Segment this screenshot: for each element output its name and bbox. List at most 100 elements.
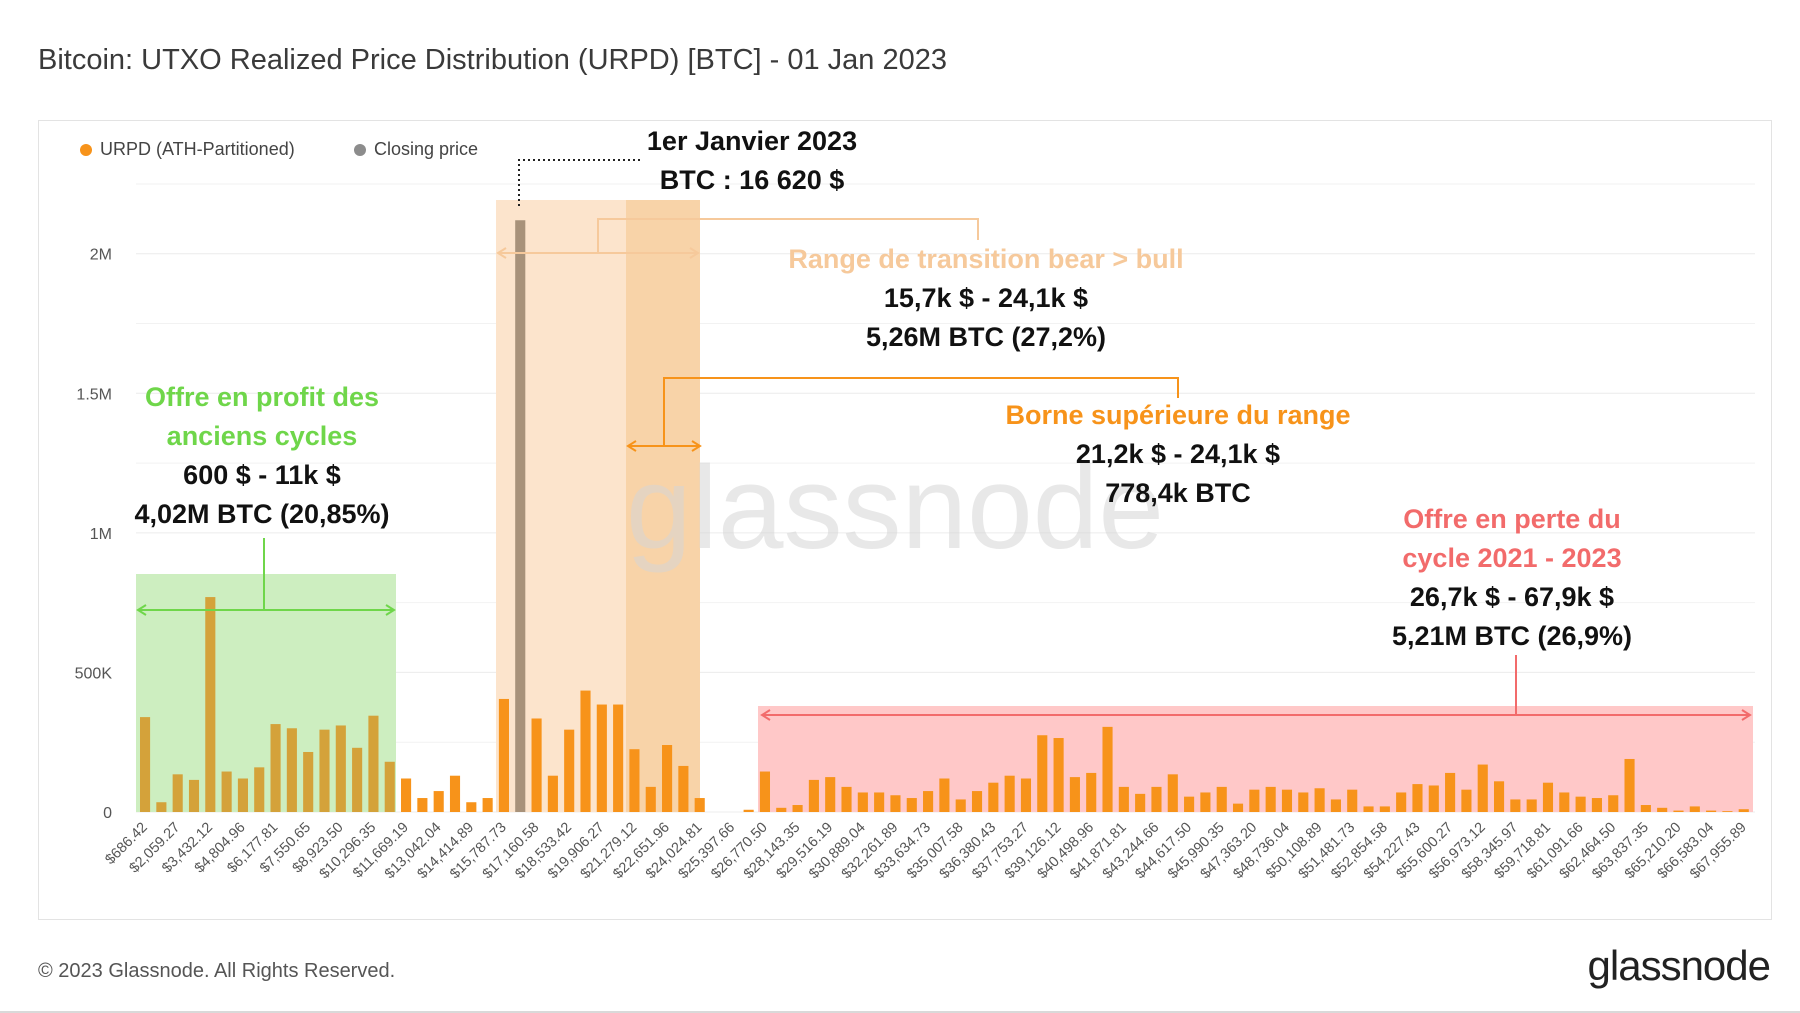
- transition-amount: 5,26M BTC (27,2%): [866, 322, 1106, 352]
- urpd-bar: [1265, 786, 1276, 812]
- urpd-bar: [1347, 789, 1358, 812]
- urpd-bar: [335, 725, 346, 812]
- urpd-bar: [1216, 786, 1227, 812]
- urpd-bar: [221, 771, 232, 812]
- urpd-bar: [662, 745, 673, 812]
- urpd-bar: [988, 782, 999, 812]
- upper-range: 21,2k $ - 24,1k $: [1076, 439, 1280, 469]
- urpd-bar: [482, 798, 493, 812]
- urpd-bar: [645, 786, 656, 812]
- urpd-bar: [678, 765, 689, 812]
- upper-title: Borne supérieure du range: [1005, 400, 1350, 430]
- y-tick-label: 2M: [90, 247, 112, 264]
- urpd-bar: [368, 715, 379, 812]
- urpd-bar: [939, 778, 950, 812]
- urpd-bar: [1575, 796, 1586, 812]
- urpd-bar: [613, 704, 624, 812]
- upper-bracket: [626, 377, 1179, 452]
- urpd-bar: [1069, 777, 1080, 812]
- urpd-bar: [140, 717, 151, 812]
- urpd-bar: [1689, 806, 1700, 812]
- profit-bracket: [136, 538, 396, 616]
- urpd-bar: [1657, 807, 1668, 812]
- urpd-bar: [1151, 786, 1162, 812]
- watermark: glassnode: [626, 442, 1164, 574]
- legend-item-urpd[interactable]: URPD (ATH-Partitioned): [80, 139, 295, 160]
- transition-bracket: [496, 218, 979, 259]
- urpd-bar: [1526, 799, 1537, 812]
- urpd-bar: [156, 802, 167, 812]
- legend-dot-icon: [80, 143, 92, 156]
- glassnode-logo[interactable]: glassnode: [1587, 942, 1771, 989]
- urpd-bar: [1559, 792, 1570, 812]
- loss-bracket: [760, 655, 1752, 721]
- urpd-bar: [1184, 796, 1195, 812]
- urpd-bar: [776, 807, 787, 812]
- urpd-bar: [1542, 782, 1554, 812]
- urpd-bar: [254, 767, 265, 812]
- legend-item-closing[interactable]: Closing price: [354, 139, 478, 160]
- profit-title-2: anciens cycles: [167, 421, 358, 451]
- loss-title-2: cycle 2021 - 2023: [1402, 543, 1621, 573]
- bars: [140, 220, 1749, 813]
- y-tick-label: 1M: [90, 526, 112, 543]
- zone-upper: [626, 200, 700, 812]
- urpd-bar: [1706, 810, 1717, 812]
- transition-title: Range de transition bear > bull: [788, 244, 1183, 274]
- legend-dot-icon: [354, 143, 366, 156]
- closing-connector: [518, 159, 640, 206]
- urpd-bar: [1118, 786, 1129, 812]
- urpd-bar: [1086, 772, 1097, 812]
- urpd-bar: [1200, 792, 1211, 812]
- urpd-bar: [857, 792, 868, 812]
- urpd-bar: [1510, 799, 1521, 812]
- loss-amount: 5,21M BTC (26,9%): [1392, 621, 1632, 651]
- urpd-bar: [841, 786, 852, 812]
- urpd-bar: [1281, 789, 1293, 812]
- urpd-bar: [1591, 798, 1602, 812]
- urpd-bar: [1020, 778, 1032, 812]
- urpd-bar: [564, 729, 575, 812]
- profit-range: 600 $ - 11k $: [183, 460, 341, 490]
- urpd-bar: [1232, 803, 1244, 812]
- urpd-bar: [1363, 806, 1374, 812]
- urpd-bar: [694, 798, 705, 812]
- urpd-bar: [1037, 735, 1048, 812]
- urpd-bar: [1493, 781, 1505, 812]
- urpd-bar: [874, 792, 885, 812]
- urpd-bar: [1445, 772, 1456, 812]
- urpd-bar: [955, 799, 966, 812]
- urpd-bar: [1379, 806, 1390, 812]
- legend-label-closing: Closing price: [374, 139, 479, 159]
- closing-value: BTC : 16 620 $: [660, 165, 845, 195]
- profit-title-1: Offre en profit des: [145, 382, 379, 412]
- y-tick-label: 0: [103, 805, 112, 822]
- urpd-bar: [1477, 764, 1488, 812]
- urpd-bar: [498, 698, 509, 812]
- chart-panel: [38, 120, 1772, 920]
- urpd-bar: [303, 751, 314, 812]
- urpd-bar: [1298, 792, 1309, 812]
- urpd-bar: [1102, 726, 1113, 812]
- urpd-bar: [433, 791, 444, 812]
- urpd-bar: [1673, 810, 1684, 812]
- profit-amount: 4,02M BTC (20,85%): [134, 499, 389, 529]
- urpd-bar: [759, 771, 771, 812]
- urpd-bar: [906, 798, 917, 812]
- urpd-bar: [1396, 792, 1407, 812]
- urpd-bar: [1428, 785, 1439, 812]
- x-axis: $686.42$2,059.27$3,432.12$4,804.96$6,177…: [102, 820, 1749, 883]
- urpd-bar: [1249, 789, 1260, 812]
- urpd-bar: [172, 774, 183, 812]
- upper-amount: 778,4k BTC: [1105, 478, 1251, 508]
- urpd-bar: [1461, 789, 1472, 812]
- urpd-bar: [1412, 784, 1423, 812]
- copyright: © 2023 Glassnode. All Rights Reserved.: [38, 960, 396, 982]
- urpd-bar: [1004, 775, 1015, 812]
- y-tick-label: 1.5M: [76, 386, 112, 403]
- urpd-bar: [1314, 788, 1325, 812]
- y-tick-label: 500K: [75, 665, 113, 682]
- transition-range: 15,7k $ - 24,1k $: [884, 283, 1088, 313]
- loss-title-1: Offre en perte du: [1403, 504, 1621, 534]
- urpd-bar: [319, 729, 330, 812]
